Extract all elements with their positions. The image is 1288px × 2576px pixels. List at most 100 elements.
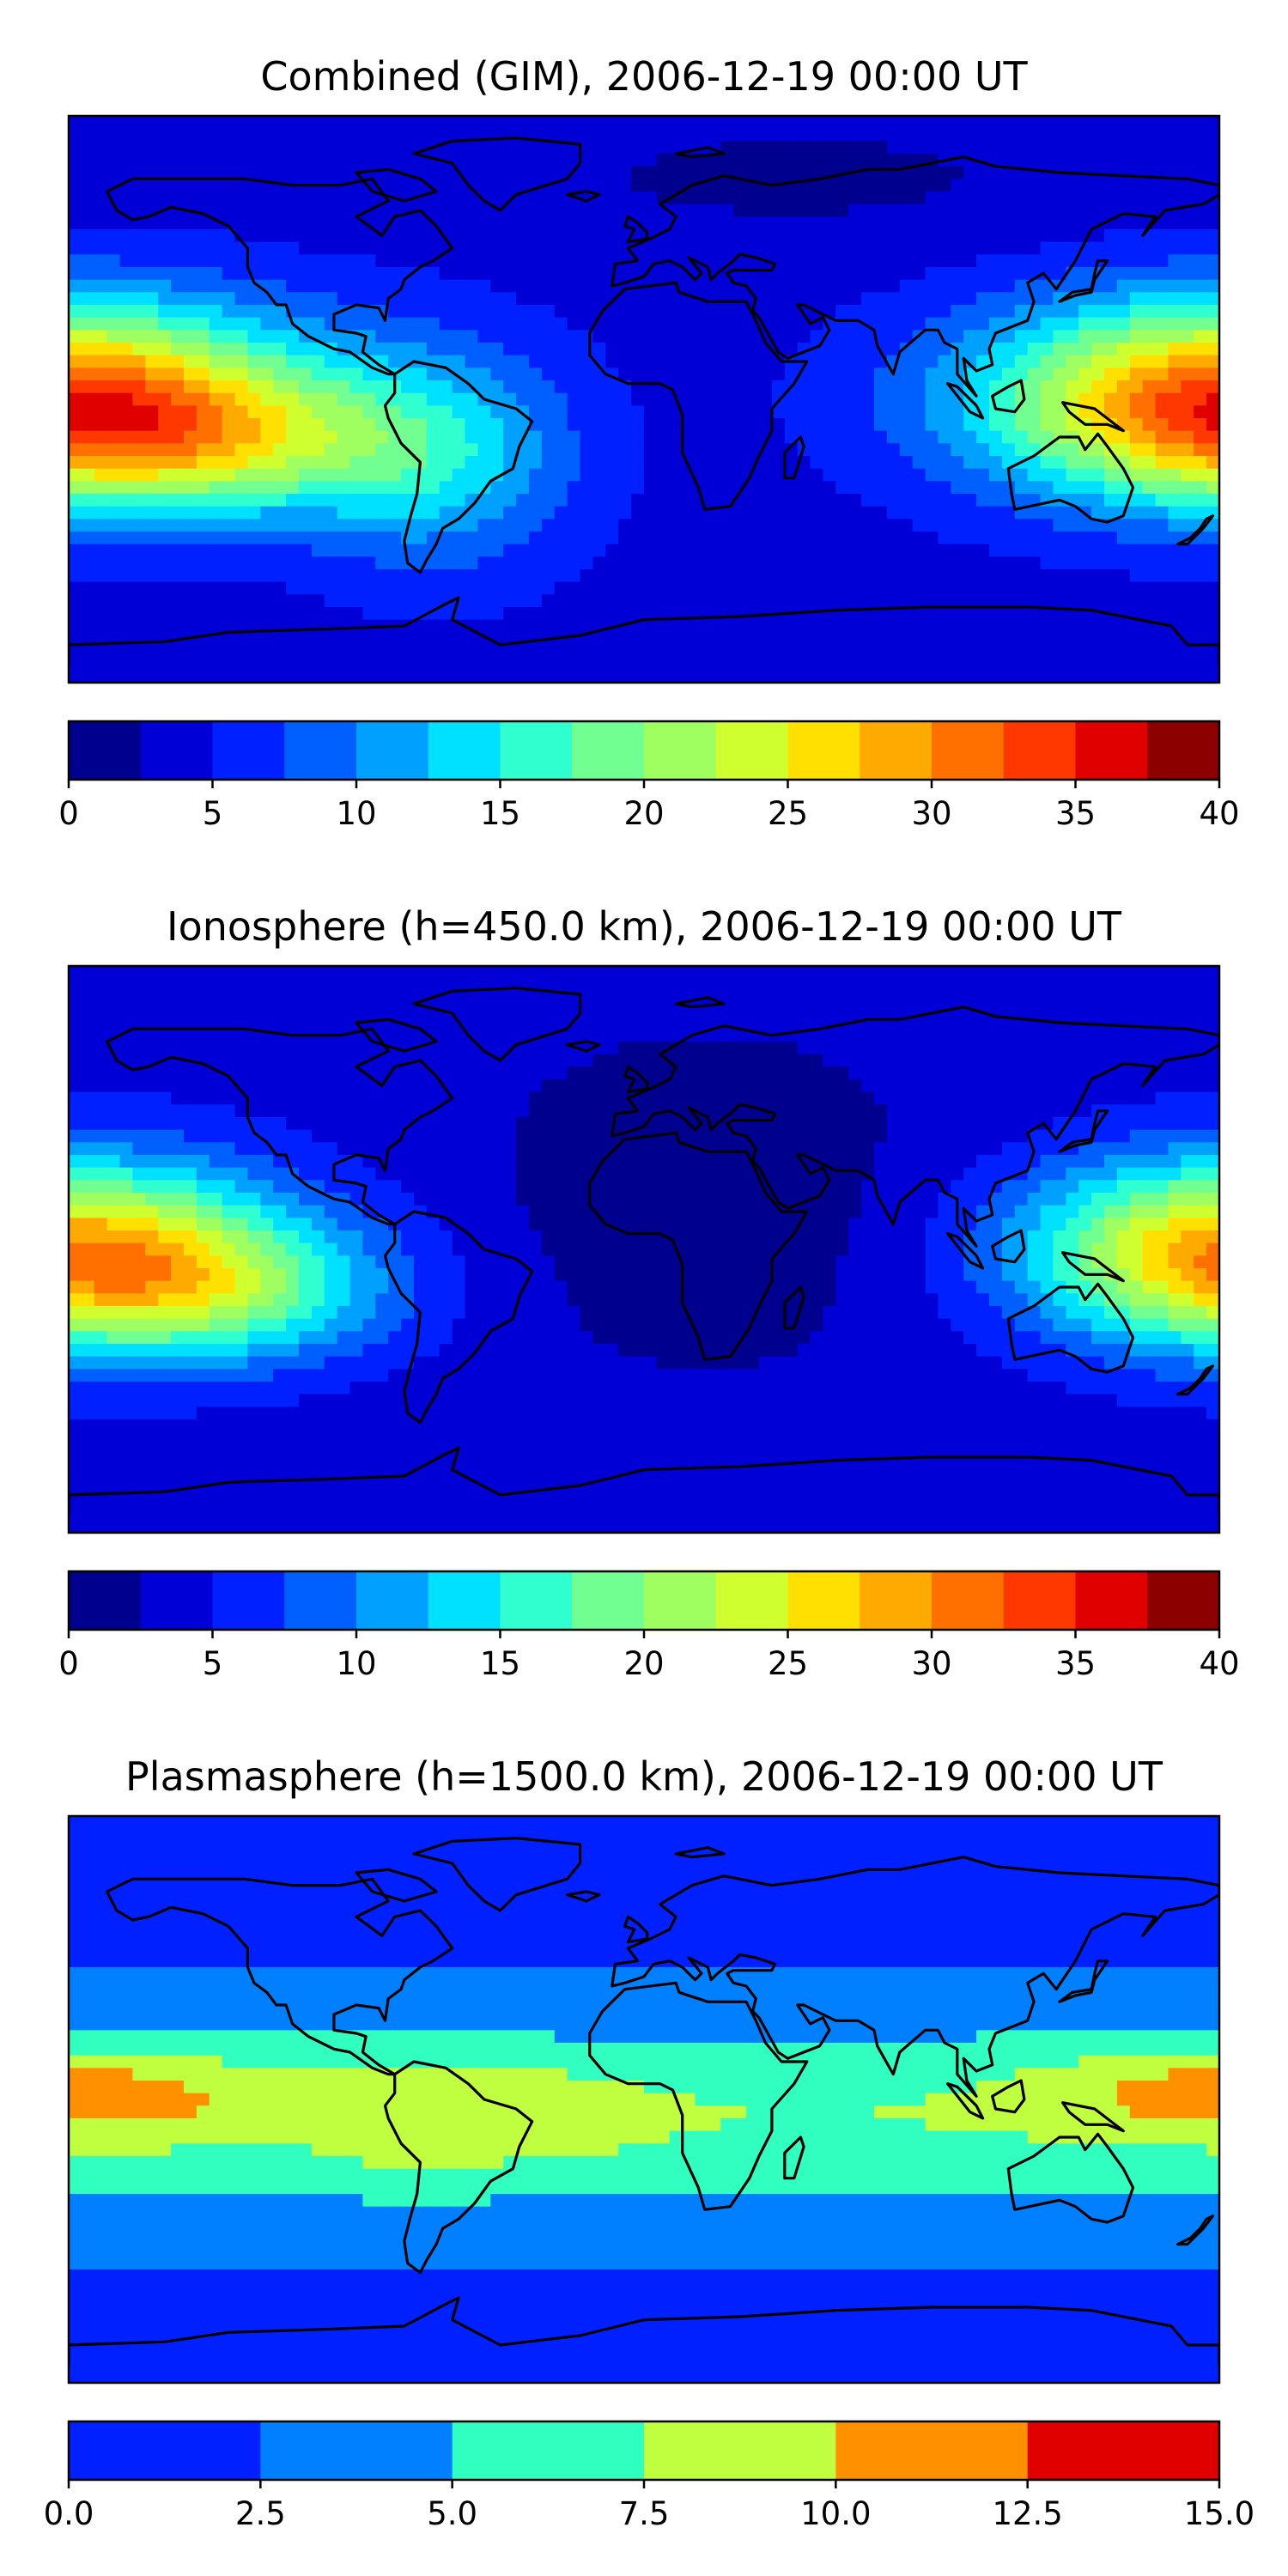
field-cell <box>771 519 786 532</box>
field-cell <box>784 279 799 293</box>
field-cell <box>1001 1042 1016 1055</box>
field-cell <box>861 456 875 470</box>
field-cell <box>848 1054 862 1067</box>
field-cell <box>465 991 479 1005</box>
field-cell <box>963 532 977 545</box>
field-cell <box>337 1079 351 1093</box>
field-cell <box>1181 594 1194 608</box>
field-cell <box>605 305 619 319</box>
field-cell <box>234 292 249 306</box>
field-cell <box>669 978 683 992</box>
field-cell <box>771 569 786 583</box>
field-cell <box>1142 368 1157 381</box>
field-cell <box>171 343 185 356</box>
field-cell <box>349 632 364 646</box>
field-cell <box>874 229 888 243</box>
field-cell <box>899 468 914 482</box>
field-cell <box>771 1054 786 1067</box>
field-cell <box>1001 292 1016 306</box>
field-cell <box>861 128 875 142</box>
field-cell <box>234 1004 249 1018</box>
field-cell <box>1142 380 1157 394</box>
field-cell <box>861 355 875 368</box>
field-cell <box>375 292 389 306</box>
colorbar-segment <box>860 721 933 780</box>
field-cell <box>695 544 709 557</box>
field-cell <box>273 330 287 343</box>
field-cell <box>1142 978 1157 992</box>
field-cell <box>106 405 121 419</box>
field-cell <box>1027 216 1042 230</box>
field-cell <box>1066 380 1079 394</box>
field-cell <box>618 128 632 142</box>
field-cell <box>362 645 376 659</box>
field-cell <box>1155 443 1170 457</box>
colorbar-segment <box>212 721 285 780</box>
field-cell <box>1116 128 1131 142</box>
field-cell <box>912 292 927 306</box>
field-cell <box>631 1054 645 1067</box>
field-cell <box>925 1016 939 1030</box>
field-cell <box>1168 267 1182 281</box>
field-cell <box>951 494 964 507</box>
field-cell <box>1181 443 1194 457</box>
field-cell <box>874 619 888 633</box>
field-cell <box>1066 632 1079 646</box>
field-cell <box>1168 607 1182 621</box>
field-cell <box>823 657 836 671</box>
field-cell <box>823 1029 836 1042</box>
field-cell <box>1014 267 1029 281</box>
field-cell <box>503 1016 517 1030</box>
field-cell <box>797 229 811 243</box>
field-cell <box>106 978 121 992</box>
field-cell <box>426 670 440 683</box>
field-cell <box>823 418 836 432</box>
field-cell <box>925 128 939 142</box>
field-cell <box>465 468 479 482</box>
field-cell <box>886 405 901 419</box>
field-cell <box>503 418 517 432</box>
field-cell <box>656 179 671 192</box>
field-cell <box>784 191 799 205</box>
field-cell <box>823 267 836 281</box>
field-cell <box>682 128 696 142</box>
field-cell <box>886 991 901 1005</box>
field-cell <box>260 241 274 255</box>
field-cell <box>963 216 977 230</box>
field-cell <box>976 443 990 457</box>
field-cell <box>938 1054 951 1067</box>
field-cell <box>976 1079 990 1093</box>
field-cell <box>1155 506 1170 519</box>
field-cell <box>886 966 901 980</box>
field-cell <box>874 670 888 683</box>
field-cell <box>106 468 121 482</box>
field-cell <box>720 1066 734 1080</box>
field-cell <box>324 355 338 368</box>
field-cell <box>490 645 504 659</box>
field-cell <box>644 418 658 432</box>
field-cell <box>874 279 888 293</box>
field-cell <box>1206 645 1219 659</box>
field-cell <box>541 645 556 659</box>
field-cell <box>541 128 556 142</box>
field-cell <box>708 1004 721 1018</box>
field-cell <box>1053 380 1066 394</box>
field-cell <box>529 355 543 368</box>
field-cell <box>465 1079 479 1093</box>
field-cell <box>1014 657 1029 671</box>
field-cell <box>516 392 530 406</box>
field-cell <box>1206 380 1219 394</box>
field-cell <box>477 430 491 444</box>
field-cell <box>835 292 849 306</box>
field-cell <box>541 481 556 495</box>
field-cell <box>401 1004 415 1018</box>
field-cell <box>529 116 543 130</box>
field-cell <box>452 632 466 646</box>
field-cell <box>1155 1054 1170 1067</box>
field-cell <box>1053 1042 1066 1055</box>
field-cell <box>69 966 82 980</box>
field-cell <box>69 443 82 457</box>
field-cell <box>324 216 338 230</box>
field-cell <box>349 494 364 507</box>
field-cell <box>823 1054 836 1067</box>
